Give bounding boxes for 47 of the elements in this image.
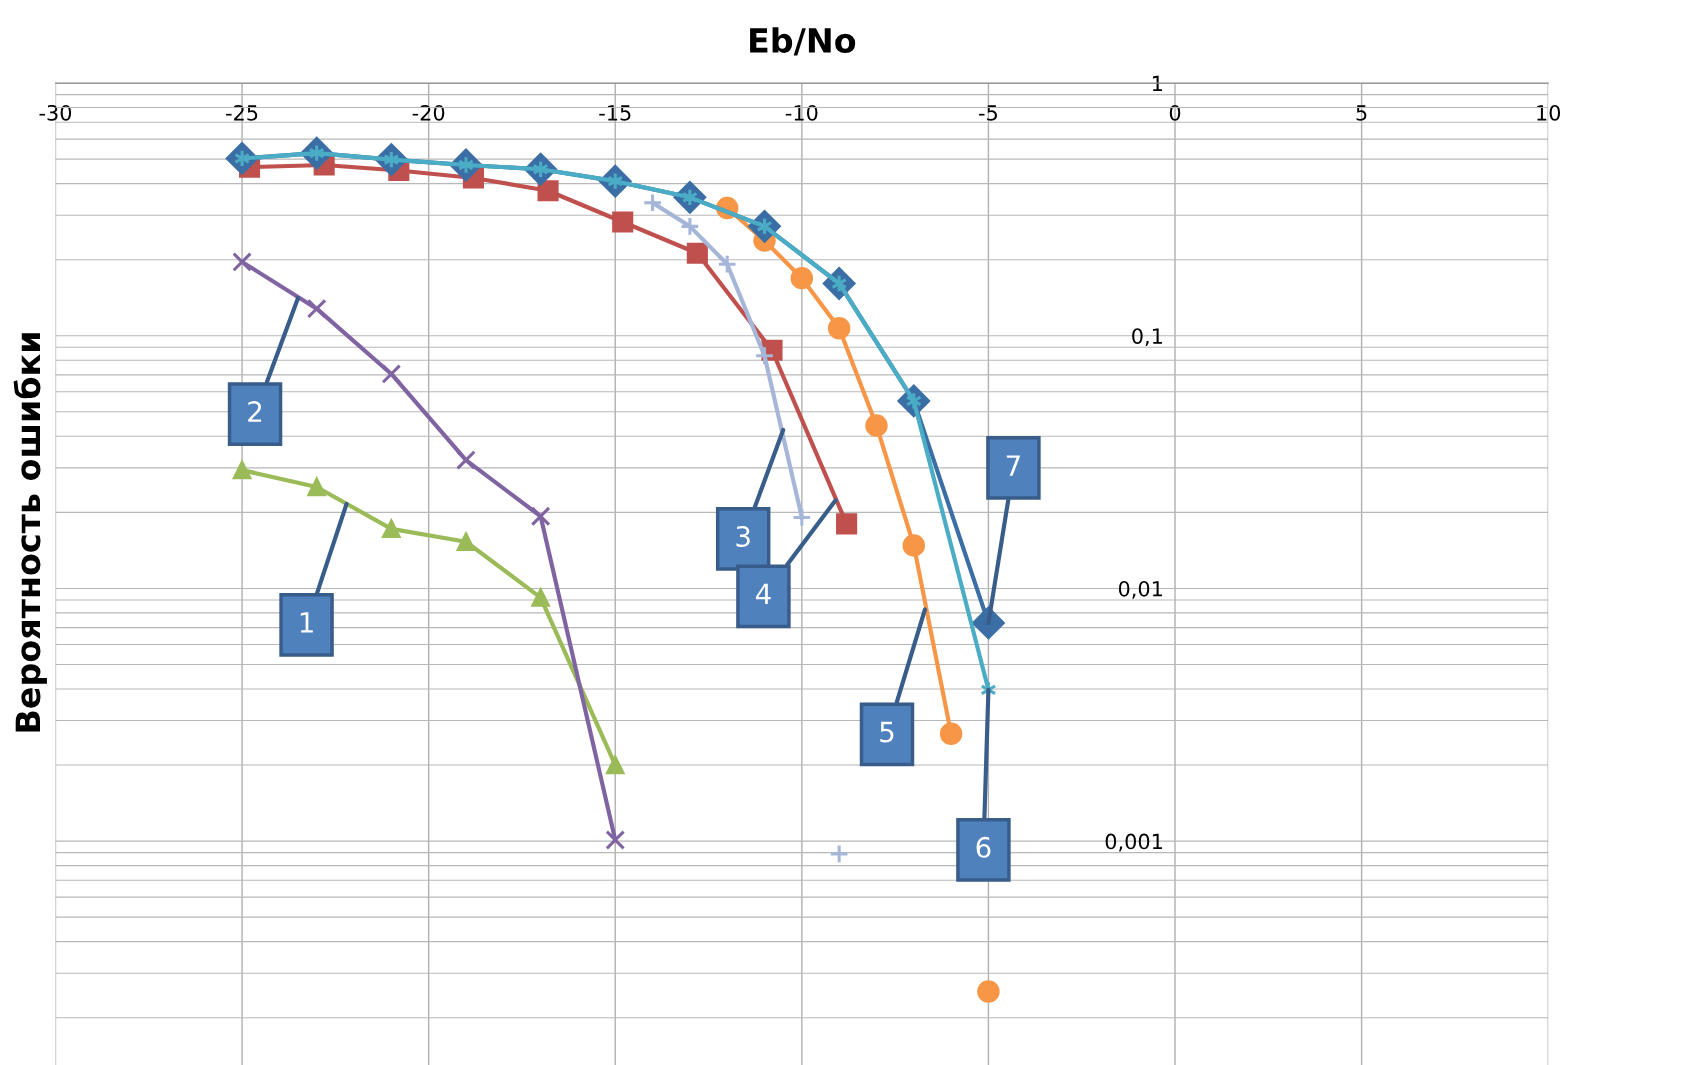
- point: [977, 980, 1000, 1003]
- y-tick-label: 0,1: [1132, 328, 1162, 347]
- x-tick-label: 10: [1537, 104, 1561, 121]
- x-tick-label: -30: [39, 104, 72, 121]
- annotation: 6: [976, 836, 991, 858]
- point: [381, 364, 402, 384]
- annotation: 4: [755, 583, 771, 605]
- x-axis-title: Eb/No: [750, 27, 856, 56]
- point: [790, 266, 814, 290]
- point: [232, 460, 252, 480]
- y-tick-label: 1: [1152, 75, 1162, 91]
- point: [530, 506, 551, 527]
- x-tick-label: 5: [1356, 105, 1367, 121]
- point: [836, 513, 858, 535]
- point: [827, 317, 851, 340]
- point: [306, 298, 327, 319]
- point: [939, 722, 963, 745]
- point: [456, 532, 476, 551]
- point: [606, 755, 625, 775]
- annotation: 3: [736, 525, 750, 547]
- y-tick-label: 0,001: [1105, 833, 1162, 852]
- point: [717, 254, 738, 275]
- annotation: 5: [880, 721, 894, 743]
- point: [612, 211, 634, 233]
- x-tick-label: -5: [979, 105, 997, 121]
- annotation: 2: [248, 401, 262, 422]
- y-axis-title: Вероятность ошибки: [13, 333, 47, 732]
- annotation: 1: [300, 612, 313, 633]
- point: [829, 844, 850, 864]
- point: [791, 507, 812, 528]
- point: [307, 477, 326, 497]
- point: [232, 252, 252, 272]
- point: [754, 345, 775, 366]
- y-tick-label: 0,01: [1118, 580, 1162, 599]
- point: [686, 242, 708, 264]
- annotation: 7: [1006, 455, 1020, 476]
- point: [680, 216, 700, 237]
- point: [902, 534, 926, 557]
- x-tick-label: -25: [226, 104, 258, 121]
- point: [537, 180, 559, 202]
- x-tick-label: -15: [599, 105, 631, 121]
- point: [531, 588, 550, 607]
- point: [605, 830, 626, 850]
- point: [865, 414, 888, 437]
- point: [382, 519, 401, 539]
- point: [456, 450, 476, 470]
- point: [642, 192, 663, 213]
